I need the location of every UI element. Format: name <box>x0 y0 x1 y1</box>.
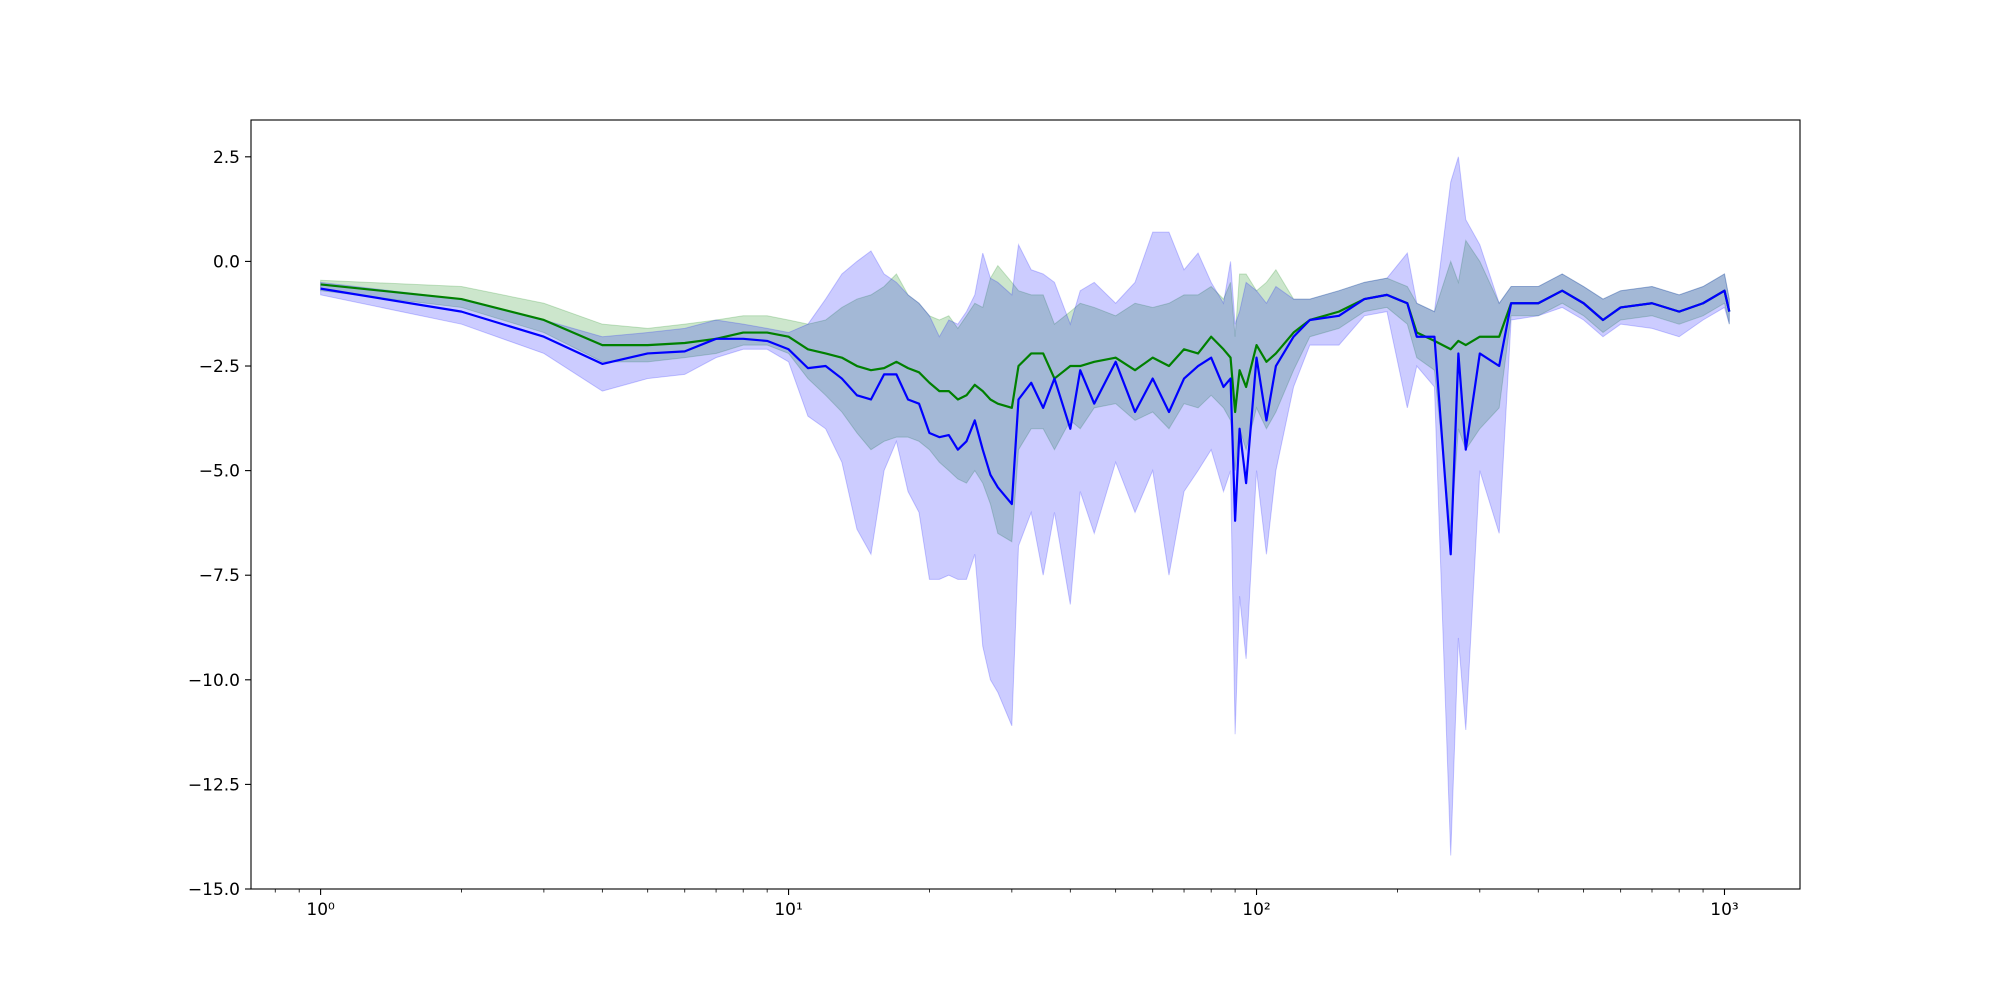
y-tick-label: −5.0 <box>199 462 240 482</box>
y-tick-label: 2.5 <box>213 148 240 168</box>
x-tick-label: 10⁰ <box>306 900 335 920</box>
line <box>320 287 1731 556</box>
y-tick-label: −12.5 <box>188 775 240 795</box>
x-tick-label: 10² <box>1242 900 1270 920</box>
x-tick-label: 10¹ <box>774 900 802 920</box>
axes-frame <box>250 119 1801 890</box>
plot-area <box>320 156 1731 856</box>
line <box>320 283 1731 414</box>
y-tick-label: −2.5 <box>199 357 240 377</box>
y-tick-label: −7.5 <box>199 566 240 586</box>
y-tick-label: −15.0 <box>188 880 240 900</box>
x-tick-label: 10³ <box>1710 900 1738 920</box>
band <box>320 156 1730 856</box>
y-tick-label: −10.0 <box>188 671 240 691</box>
y-tick-label: 0.0 <box>213 252 240 272</box>
